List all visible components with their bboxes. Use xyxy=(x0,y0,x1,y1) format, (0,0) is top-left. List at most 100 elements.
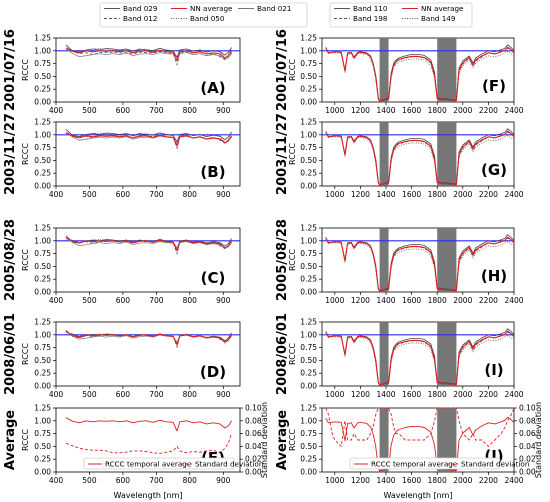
panel-right-avg-y2tick-label: 0.08 xyxy=(519,416,536,425)
panel-left-1-ytick-label: 0.75 xyxy=(34,143,51,152)
panel-left-1-band-0 xyxy=(65,129,232,143)
panel-left-0-ytick-label: 0.50 xyxy=(34,72,51,81)
panel-left-3-ytick-label: 0.50 xyxy=(34,356,51,365)
panel-right-2-xtick-label: 1000 xyxy=(325,296,344,305)
panel-right-1-gap-0 xyxy=(379,122,389,186)
panel-left-avg-std-line xyxy=(65,433,233,454)
panel-left-0-xtick-label: 500 xyxy=(82,106,97,115)
panel-left-1-xtick-label: 900 xyxy=(216,190,231,199)
panel-right-1-ytick-label: 0.50 xyxy=(300,156,317,165)
panel-right-4-ytick-label: 0.50 xyxy=(300,442,317,451)
panel-right-1-ytick-label: 0.25 xyxy=(300,169,317,178)
panel-label-left-0: (A) xyxy=(200,79,225,97)
panel-right-0-xtick-label: 1600 xyxy=(402,106,421,115)
panel-left-1-ytick-label: 0.25 xyxy=(34,169,51,178)
panel-left-4-ytick-label: 1.00 xyxy=(34,416,51,425)
panel-left-2-ytick-label: 1.25 xyxy=(34,224,51,233)
panel-right-4-ylabel: RCCC xyxy=(288,429,297,451)
panel-left-1-frame xyxy=(55,121,241,187)
legend-right-label: NN average xyxy=(421,4,464,13)
panel-left-2-xtick-label: 800 xyxy=(183,296,198,305)
panel-right-3-ytick-label: 1.25 xyxy=(300,318,317,327)
panel-left-3-ytick-label: 1.25 xyxy=(34,318,51,327)
panel-right-1-ytick-label: 1.25 xyxy=(300,118,317,127)
panel-right-avg-legend-label-1: Standard deviation xyxy=(461,460,529,469)
panel-right-3-ytick-label: 0.25 xyxy=(300,369,317,378)
panel-left-avg-y2tick-label: 0.04 xyxy=(245,442,262,451)
panel-right-4-ytick-label: 0.75 xyxy=(300,429,317,438)
panel-left-1-xtick-label: 800 xyxy=(183,190,198,199)
row-label-left-0: 2001/07/16 xyxy=(3,29,18,111)
panel-right-avg-std-line xyxy=(325,407,515,447)
row-label-right-4: Average xyxy=(275,410,290,470)
panel-left-1-xtick-label: 400 xyxy=(49,190,64,199)
panel-left-0-xtick-label: 800 xyxy=(183,106,198,115)
panel-label-right-1: (G) xyxy=(481,161,507,179)
panel-right-3-ytick-label: 0.75 xyxy=(300,343,317,352)
panel-right-0-xtick-label: 1400 xyxy=(376,106,395,115)
panel-right-avg-y2label: Standard deviation xyxy=(534,402,543,478)
panel-right-2-xtick-label: 1400 xyxy=(376,296,395,305)
panel-left-avg-y2tick-label: 0.10 xyxy=(245,404,262,413)
panel-label-right-0: (F) xyxy=(482,77,506,95)
panel-label-left-1: (B) xyxy=(200,163,225,181)
panel-right-0-ytick-label: 0.00 xyxy=(300,98,317,107)
panel-right-3-xtick-label: 2200 xyxy=(479,390,498,399)
legend-left-label: Band 021 xyxy=(257,4,291,13)
panel-left-2-band-2 xyxy=(65,238,232,251)
panel-right-4-xtick-label: 1000 xyxy=(325,476,344,485)
panel-right-2-xtick-label: 2000 xyxy=(453,296,472,305)
panel-right-3-xtick-label: 1600 xyxy=(402,390,421,399)
panel-left-3-ytick-label: 1.00 xyxy=(34,330,51,339)
panel-right-avg-y2tick-label: 0.04 xyxy=(519,442,536,451)
panel-left-2-frame xyxy=(55,227,241,293)
panel-right-2-nn-average xyxy=(325,236,515,292)
panel-right-avg-y2tick-label: 0.06 xyxy=(519,429,536,438)
panel-left-avg-legend-label-1: Standard deviation xyxy=(195,460,263,469)
panel-right-2-ytick-label: 1.00 xyxy=(300,236,317,245)
panel-left-4-ytick-label: 0.50 xyxy=(34,442,51,451)
panel-right-0-ytick-label: 0.75 xyxy=(300,59,317,68)
panel-left-4-xtick-label: 900 xyxy=(216,476,231,485)
panel-right-1-nn-average xyxy=(325,130,515,186)
panel-right-4-xtick-label: 1400 xyxy=(376,476,395,485)
panel-right-4-ytick-label: 1.25 xyxy=(300,404,317,413)
panel-right-1-ytick-label: 0.00 xyxy=(300,182,317,191)
panel-left-2-xtick-label: 600 xyxy=(116,296,131,305)
panel-left-avg-legend-box xyxy=(83,457,235,470)
panel-left-0-band-3 xyxy=(65,48,232,61)
panel-right-4-xtick-label: 2400 xyxy=(504,476,523,485)
row-label-right-2: 2005/08/28 xyxy=(275,219,290,301)
panel-right-2-ytick-label: 0.75 xyxy=(300,249,317,258)
panel-right-2-xtick-label: 2400 xyxy=(504,296,523,305)
panel-right-0-xtick-label: 1000 xyxy=(325,106,344,115)
panel-right-0-ytick-label: 1.25 xyxy=(300,34,317,43)
panel-left-2-ytick-label: 0.00 xyxy=(34,288,51,297)
panel-right-1-xtick-label: 1800 xyxy=(428,190,447,199)
panel-left-avg-rccc-line xyxy=(65,417,232,432)
panel-left-avg-y2tick-label: 0.02 xyxy=(245,455,262,464)
panel-right-2-xtick-label: 1800 xyxy=(428,296,447,305)
panel-left-4-xtick-label: 700 xyxy=(149,476,164,485)
panel-left-3-ytick-label: 0.25 xyxy=(34,369,51,378)
legend-right-label: Band 198 xyxy=(353,14,388,23)
panel-right-2-xtick-label: 1600 xyxy=(402,296,421,305)
panel-right-avg-y2tick-label: 0.10 xyxy=(519,404,536,413)
panel-left-1-ytick-label: 1.00 xyxy=(34,130,51,139)
panel-right-2-frame xyxy=(321,227,515,293)
panel-right-2-ylabel: RCCC xyxy=(288,249,297,271)
panel-left-4-ytick-label: 0.25 xyxy=(34,455,51,464)
panel-right-1-xtick-label: 2200 xyxy=(479,190,498,199)
panel-left-3-xtick-label: 400 xyxy=(49,390,64,399)
panel-left-2-ytick-label: 0.50 xyxy=(34,262,51,271)
legend-left-label: Band 029 xyxy=(123,4,158,13)
panel-right-4-frame xyxy=(321,407,515,473)
panel-left-3-ytick-label: 0.00 xyxy=(34,382,51,391)
panel-left-4-ytick-label: 1.25 xyxy=(34,404,51,413)
legend-left-label: Band 012 xyxy=(123,14,157,23)
panel-left-0-ytick-label: 0.00 xyxy=(34,98,51,107)
panel-right-0-xtick-label: 1200 xyxy=(351,106,370,115)
panel-left-avg-y2label: Standard deviation xyxy=(260,402,269,478)
panel-left-0-ylabel: RCCC xyxy=(21,59,30,81)
panel-right-4-ytick-label: 0.00 xyxy=(300,468,317,477)
